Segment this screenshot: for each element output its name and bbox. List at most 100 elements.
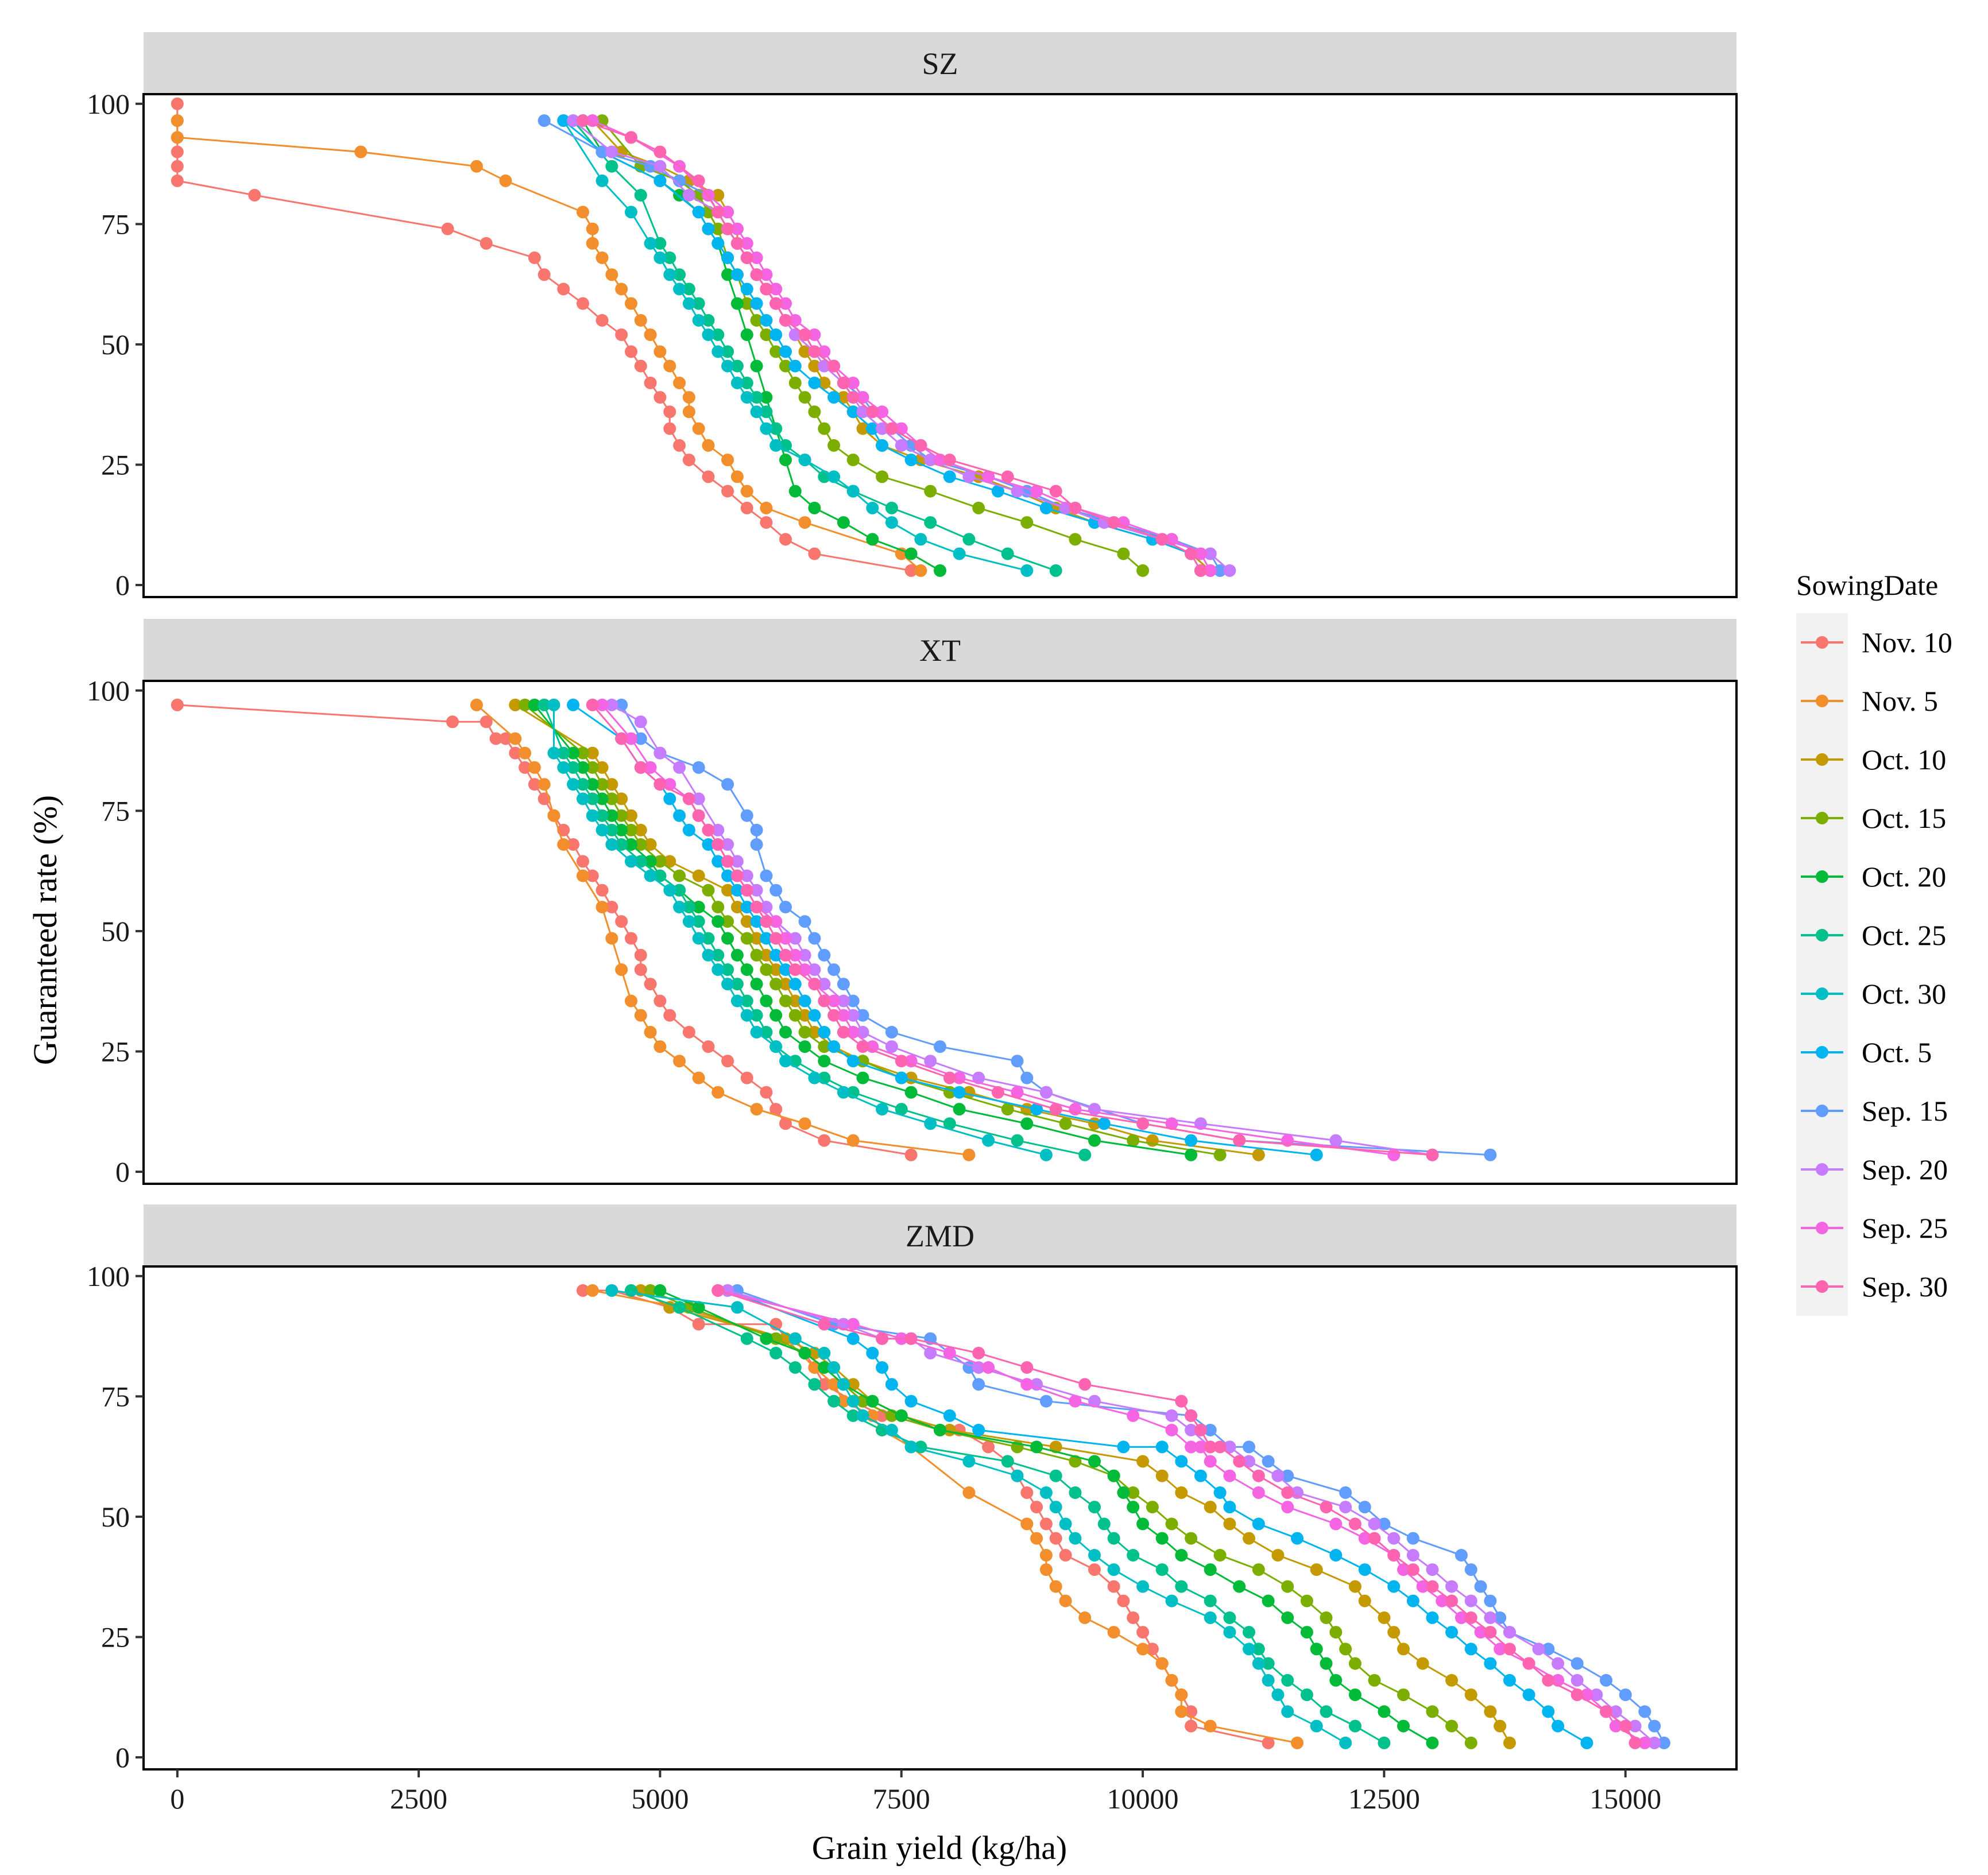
data-point — [924, 1055, 937, 1068]
data-point — [818, 1040, 831, 1053]
data-point — [798, 915, 811, 928]
data-point — [171, 145, 184, 158]
legend-key-point — [1816, 929, 1828, 942]
data-point — [1136, 1117, 1150, 1130]
data-point — [866, 1346, 879, 1359]
data-point — [1358, 1501, 1371, 1514]
data-point — [885, 1424, 898, 1436]
data-point — [962, 533, 976, 546]
panel-xt: XT 0 25 50 75 100 — [87, 619, 1738, 1188]
data-point — [634, 715, 647, 729]
data-point — [1397, 1719, 1410, 1733]
y-tick-label: 75 — [101, 1380, 130, 1412]
data-point — [1464, 1688, 1478, 1702]
data-point — [711, 915, 725, 928]
data-point — [1136, 1626, 1150, 1639]
data-point — [885, 1025, 898, 1039]
data-point — [779, 932, 792, 945]
legend: SowingDate Nov. 10 Nov. 5 Oct. 10 Oct. 15 Oc… — [1796, 569, 1952, 1316]
data-point — [702, 328, 715, 342]
data-point — [1271, 1688, 1285, 1702]
data-point — [1300, 1594, 1313, 1607]
data-point — [625, 345, 637, 358]
data-point — [837, 1009, 850, 1022]
series-line — [543, 704, 1085, 1156]
data-point — [446, 715, 459, 729]
data-point — [1387, 1580, 1401, 1593]
data-point — [769, 1103, 783, 1116]
data-point — [866, 405, 879, 419]
data-point — [1165, 1424, 1178, 1436]
data-point — [577, 297, 589, 310]
data-point — [673, 1055, 686, 1068]
series-line — [524, 704, 1220, 1156]
data-point — [1194, 1469, 1207, 1482]
data-point — [779, 454, 792, 467]
data-point — [1146, 1501, 1159, 1514]
legend-key-point — [1816, 1046, 1828, 1059]
data-point — [1406, 1549, 1420, 1562]
data-point — [721, 485, 734, 498]
data-point — [769, 439, 783, 452]
data-point — [1590, 1688, 1603, 1702]
data-point — [808, 328, 821, 342]
data-point — [605, 809, 618, 822]
data-point — [1049, 485, 1062, 498]
data-point — [730, 268, 744, 281]
data-point — [1484, 1148, 1497, 1161]
data-point — [1339, 1486, 1352, 1499]
data-point — [808, 1378, 821, 1391]
legend-item: Oct. 20 — [1796, 847, 1946, 906]
data-point — [760, 932, 773, 945]
data-point — [730, 948, 744, 962]
data-point — [663, 1009, 676, 1022]
data-point — [1233, 1580, 1246, 1593]
data-point — [1185, 547, 1198, 560]
data-point — [856, 391, 869, 404]
data-point — [692, 206, 705, 219]
data-point — [798, 1040, 811, 1053]
legend-key-point — [1816, 870, 1828, 883]
data-point — [1368, 1673, 1381, 1687]
data-point — [1310, 1148, 1323, 1161]
data-point — [846, 994, 860, 1008]
data-point — [547, 746, 560, 760]
data-point — [904, 1440, 918, 1454]
facet-strip-label: XT — [919, 633, 961, 668]
data-point — [721, 963, 734, 976]
data-point — [1542, 1642, 1555, 1656]
data-point — [779, 978, 792, 991]
data-point — [779, 1055, 792, 1068]
legend-key-point — [1816, 695, 1828, 707]
data-point — [354, 145, 368, 158]
data-point — [692, 297, 705, 310]
data-point — [1097, 1517, 1111, 1531]
data-point — [856, 422, 869, 435]
data-point — [914, 439, 927, 452]
data-point — [634, 1009, 647, 1022]
data-point — [846, 391, 860, 404]
data-point — [818, 1134, 831, 1147]
data-point — [615, 792, 628, 805]
data-point — [673, 174, 686, 187]
data-point — [1243, 1642, 1255, 1656]
data-point — [663, 405, 676, 419]
data-point — [943, 1409, 956, 1422]
data-point — [1638, 1736, 1651, 1749]
data-point — [1629, 1736, 1642, 1749]
data-point — [1213, 564, 1227, 577]
data-point — [711, 345, 725, 358]
data-point — [1030, 485, 1043, 498]
data-point — [605, 145, 618, 158]
data-point — [740, 915, 753, 928]
data-point — [557, 761, 570, 774]
data-point — [779, 533, 792, 546]
data-point — [837, 994, 850, 1008]
data-point — [962, 470, 976, 483]
data-point — [760, 915, 773, 928]
data-point — [818, 1318, 831, 1331]
data-point — [1011, 485, 1024, 498]
series-oct-30 — [605, 1284, 1352, 1749]
data-point — [1320, 1501, 1333, 1514]
data-point — [846, 1394, 860, 1408]
